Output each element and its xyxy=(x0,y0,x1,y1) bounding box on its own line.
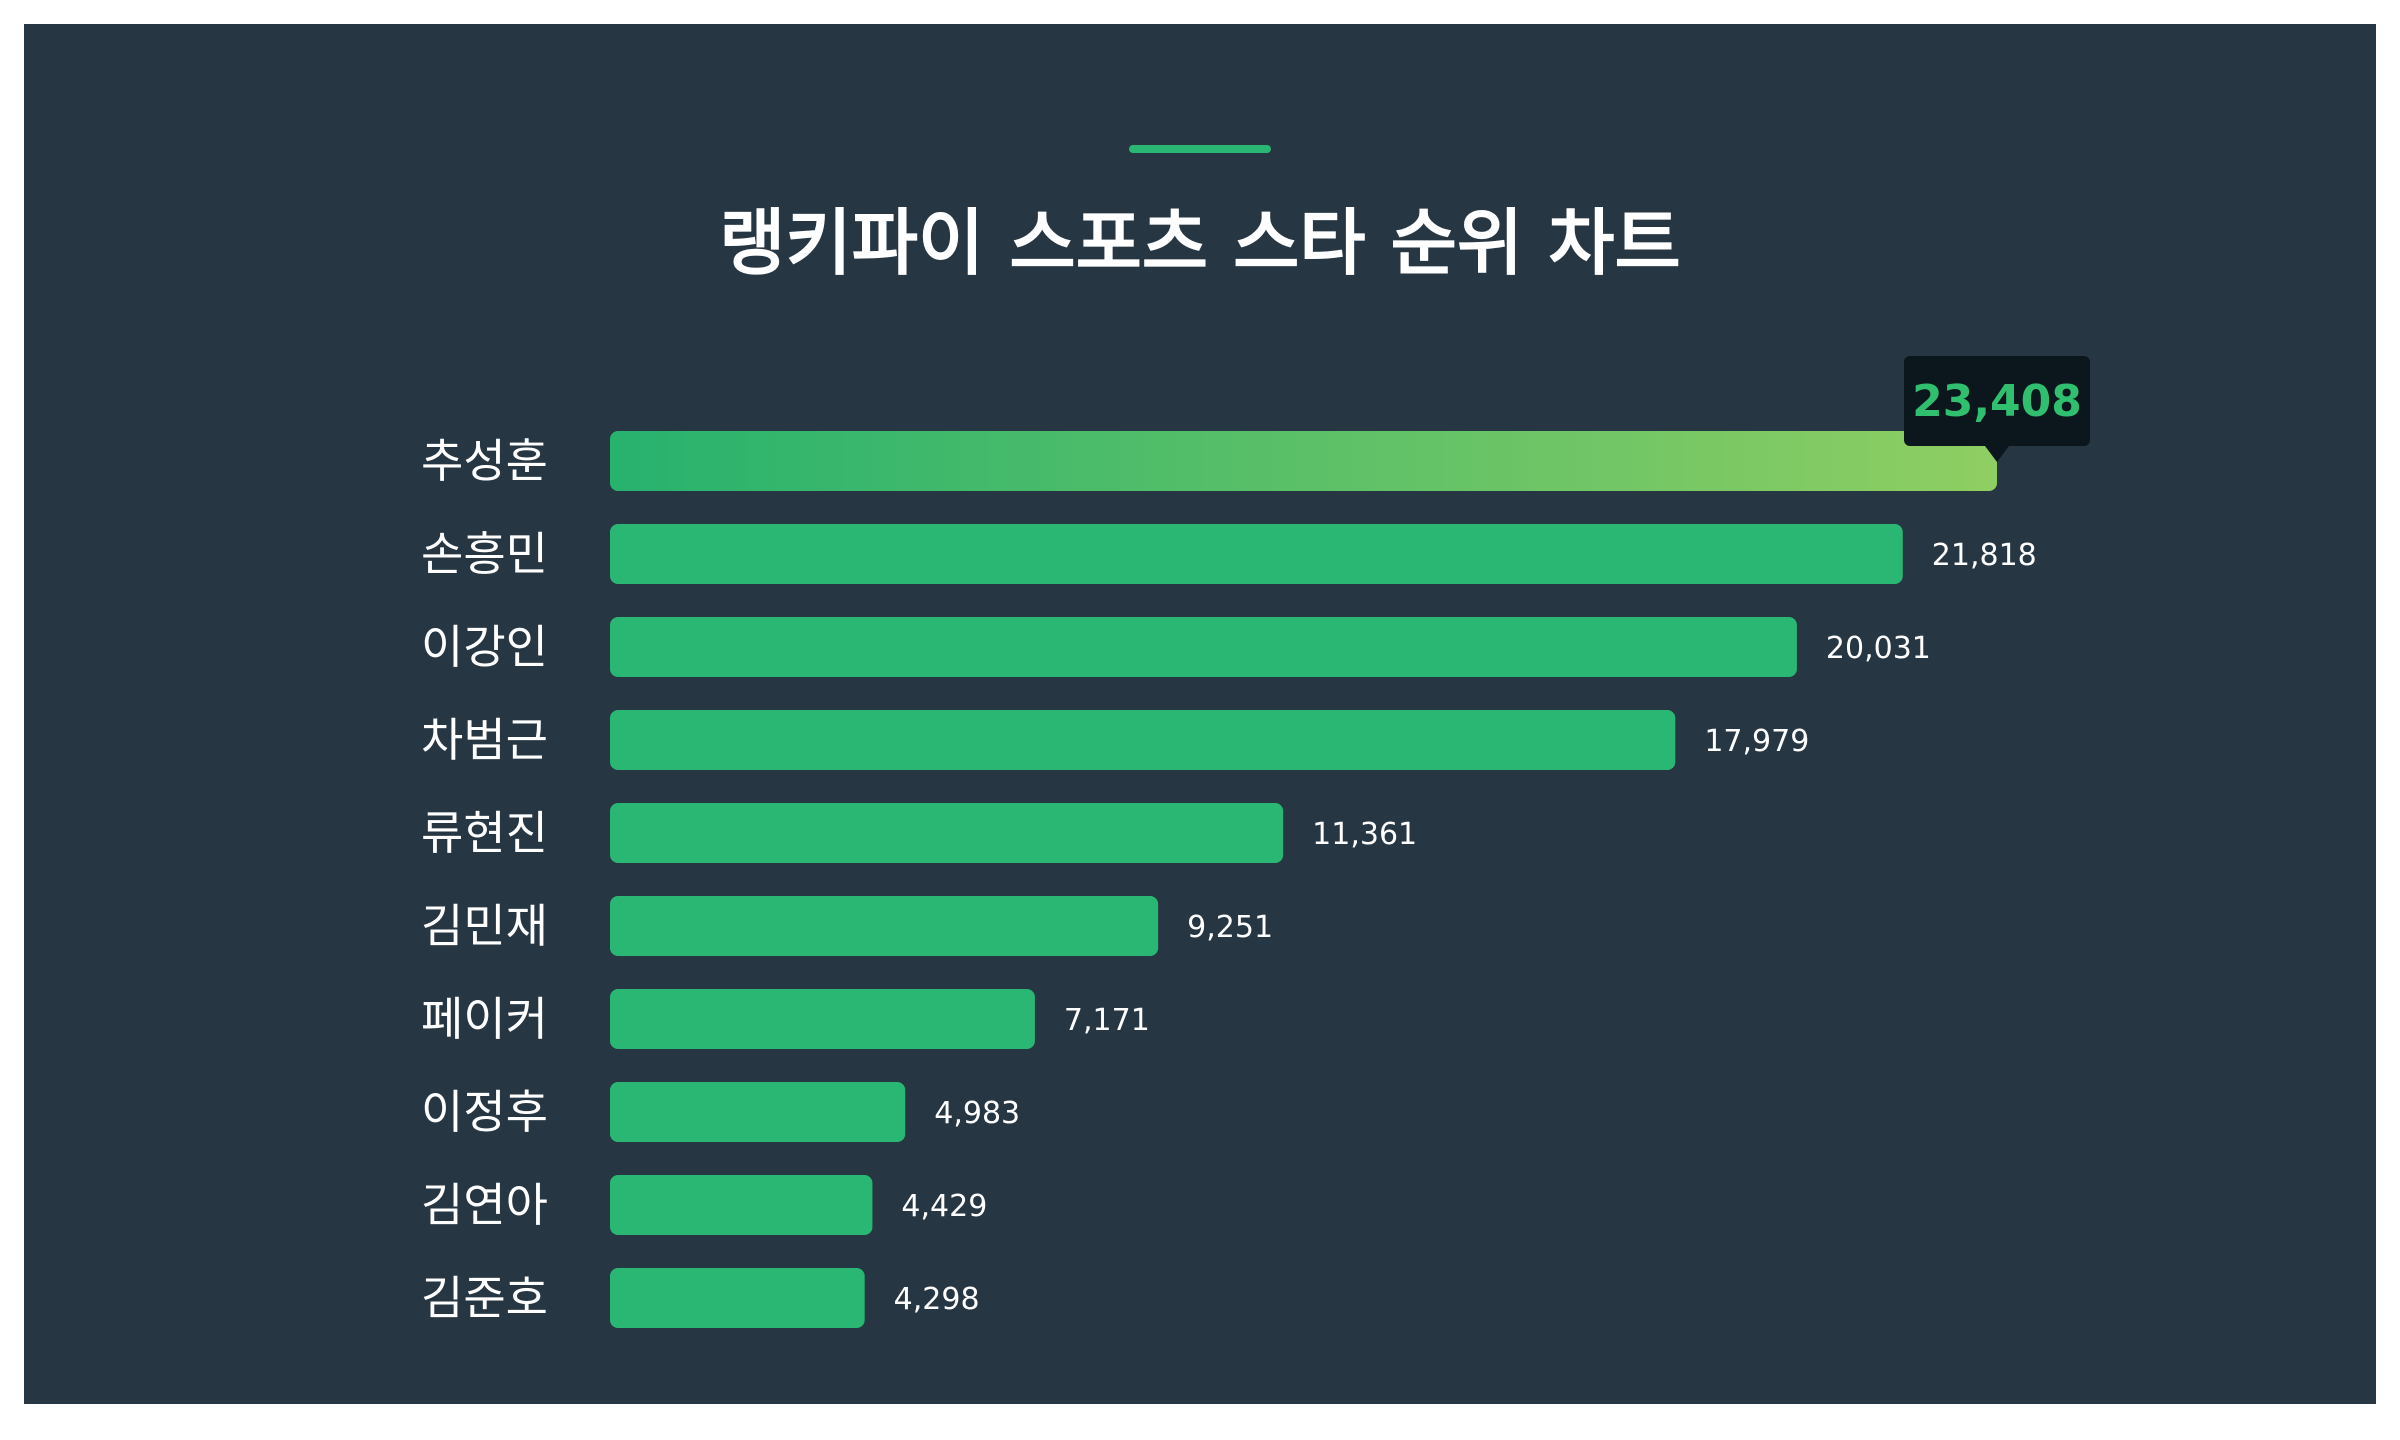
value-label: 20,031 xyxy=(1826,631,1931,666)
category-label: 손흥민 xyxy=(421,527,548,581)
category-label: 이정후 xyxy=(421,1085,548,1139)
category-label: 차범근 xyxy=(421,713,548,767)
value-label: 11,361 xyxy=(1312,817,1417,852)
bar xyxy=(610,431,1997,491)
value-label: 17,979 xyxy=(1704,724,1809,759)
tooltip-pointer xyxy=(1985,446,2009,462)
value-tooltip xyxy=(1904,356,2090,446)
bar xyxy=(610,1268,865,1328)
value-label: 4,983 xyxy=(934,1096,1020,1131)
bar xyxy=(610,989,1035,1049)
bar xyxy=(610,710,1676,770)
bar xyxy=(610,1175,873,1235)
bar xyxy=(610,524,1903,584)
value-label: 7,171 xyxy=(1064,1003,1150,1038)
bar xyxy=(610,617,1797,677)
category-label: 김연아 xyxy=(421,1178,548,1232)
value-label: 23,408 xyxy=(1912,376,2082,427)
category-label: 류현진 xyxy=(421,806,548,860)
value-label: 9,251 xyxy=(1187,910,1273,945)
bar xyxy=(610,803,1284,863)
title-accent-line xyxy=(1129,145,1271,153)
category-label: 김준호 xyxy=(421,1271,548,1325)
value-label: 4,298 xyxy=(894,1282,980,1317)
category-label: 이강인 xyxy=(421,620,548,674)
chart-title: 랭키파이 스포츠 스타 순위 차트 xyxy=(719,201,1681,285)
bar xyxy=(610,1082,906,1142)
value-label: 21,818 xyxy=(1932,538,2037,573)
category-label: 페이커 xyxy=(421,992,548,1046)
category-label: 추성훈 xyxy=(421,434,548,488)
value-label: 4,429 xyxy=(901,1189,987,1224)
category-label: 김민재 xyxy=(421,899,548,953)
bar xyxy=(610,896,1159,956)
